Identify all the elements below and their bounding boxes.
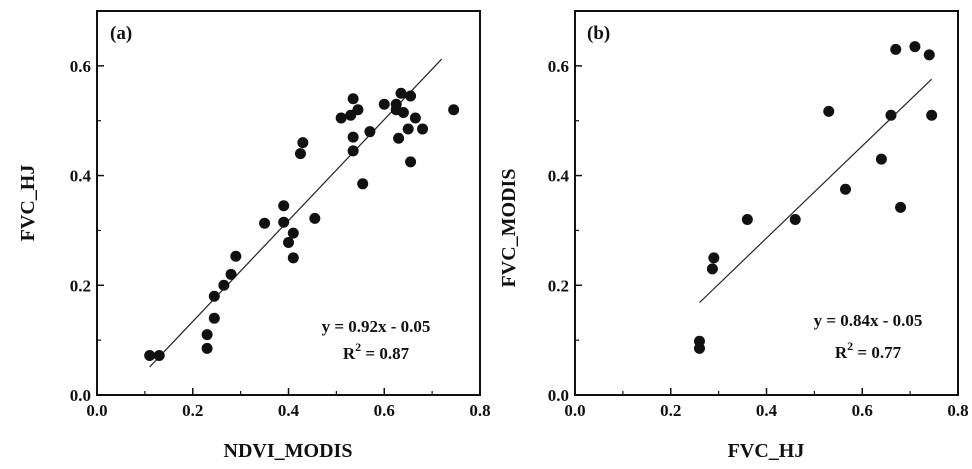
y-axis-title: FVC_HJ — [17, 165, 39, 242]
scatter-point — [789, 213, 801, 225]
scatter-point — [378, 98, 390, 110]
scatter-point — [448, 104, 460, 116]
x-tick-label: 0.0 — [564, 401, 585, 420]
scatter-point — [923, 49, 935, 61]
y-tick-label: 0.4 — [70, 167, 92, 186]
scatter-point — [144, 350, 156, 362]
scatter-point — [909, 41, 921, 53]
panel-b: (b) FVC_HJ FVC_MODIS y = 0.84x - 0.05 R2… — [498, 10, 969, 462]
scatter-point — [278, 200, 290, 212]
scatter-point — [875, 153, 887, 165]
x-tick-label: 0.0 — [86, 401, 107, 420]
scatter-point — [397, 106, 409, 118]
scatter-point — [395, 87, 407, 99]
scatter-point — [153, 350, 165, 362]
x-axis-title: NDVI_MODIS — [224, 440, 353, 462]
y-tick-label: 0.2 — [548, 276, 569, 295]
scatter-point — [393, 132, 405, 144]
scatter-point — [201, 329, 213, 341]
scatter-point — [278, 216, 290, 228]
x-tick-label: 0.8 — [469, 401, 490, 420]
plot-frame — [96, 10, 481, 396]
scatter-point — [926, 109, 938, 121]
scatter-point — [287, 227, 299, 239]
fit-equation: y = 0.84x - 0.05 — [814, 311, 923, 330]
scatter-point — [347, 145, 359, 157]
scatter-point — [357, 178, 369, 190]
y-tick-label: 0.6 — [70, 57, 91, 76]
x-axis-title: FVC_HJ — [728, 440, 805, 462]
scatter-point — [405, 156, 417, 168]
scatter-point — [741, 213, 753, 225]
scatter-point — [402, 123, 414, 135]
x-tick-label: 0.4 — [278, 401, 300, 420]
scatter-point — [347, 93, 359, 105]
scatter-point — [405, 90, 417, 102]
x-tick-label: 0.2 — [182, 401, 203, 420]
scatter-point — [708, 252, 720, 264]
scatter-point — [890, 43, 902, 55]
panel-label: (a) — [110, 23, 132, 44]
x-tick-label: 0.6 — [374, 401, 395, 420]
y-tick-label: 0.4 — [548, 167, 570, 186]
scatter-point — [823, 105, 835, 117]
y-tick-label: 0.2 — [70, 276, 91, 295]
panel-label: (b) — [587, 23, 610, 44]
r-squared: R2 = 0.77 — [835, 339, 902, 362]
scatter-point — [364, 126, 376, 138]
scatter-point — [218, 279, 230, 291]
x-tick-label: 0.2 — [660, 401, 681, 420]
scatter-point — [693, 342, 705, 354]
x-tick-label: 0.6 — [852, 401, 873, 420]
scatter-point — [352, 104, 364, 116]
scatter-point — [409, 112, 421, 124]
scatter-point — [335, 112, 347, 124]
scatter-point — [706, 263, 718, 275]
y-tick-label: 0.6 — [548, 57, 569, 76]
x-tick-label: 0.8 — [947, 401, 968, 420]
panel-a: (a) NDVI_MODIS FVC_HJ y = 0.92x - 0.05 R… — [17, 10, 491, 462]
scatter-point — [839, 183, 851, 195]
scatter-point — [259, 217, 271, 229]
scatter-point — [309, 212, 321, 224]
x-tick-label: 0.4 — [756, 401, 778, 420]
r-squared: R2 = 0.87 — [343, 340, 410, 363]
y-axis-title: FVC_MODIS — [498, 169, 520, 288]
scatter-point — [201, 342, 213, 354]
scatter-point — [287, 252, 299, 264]
scatter-point — [283, 236, 294, 248]
scatter-point — [885, 109, 897, 121]
scatter-point — [417, 123, 429, 135]
scatter-point — [347, 131, 359, 143]
scatter-point — [297, 137, 309, 149]
scatter-point — [208, 290, 220, 302]
scatter-point — [230, 250, 242, 262]
scatter-point — [225, 268, 237, 280]
scatter-point — [895, 201, 907, 213]
scatter-point — [208, 312, 220, 324]
scatter-point — [294, 148, 306, 160]
regression-line — [699, 78, 933, 304]
fit-equation: y = 0.92x - 0.05 — [322, 317, 431, 336]
y-tick-label: 0.0 — [70, 386, 91, 405]
y-tick-label: 0.0 — [548, 386, 569, 405]
